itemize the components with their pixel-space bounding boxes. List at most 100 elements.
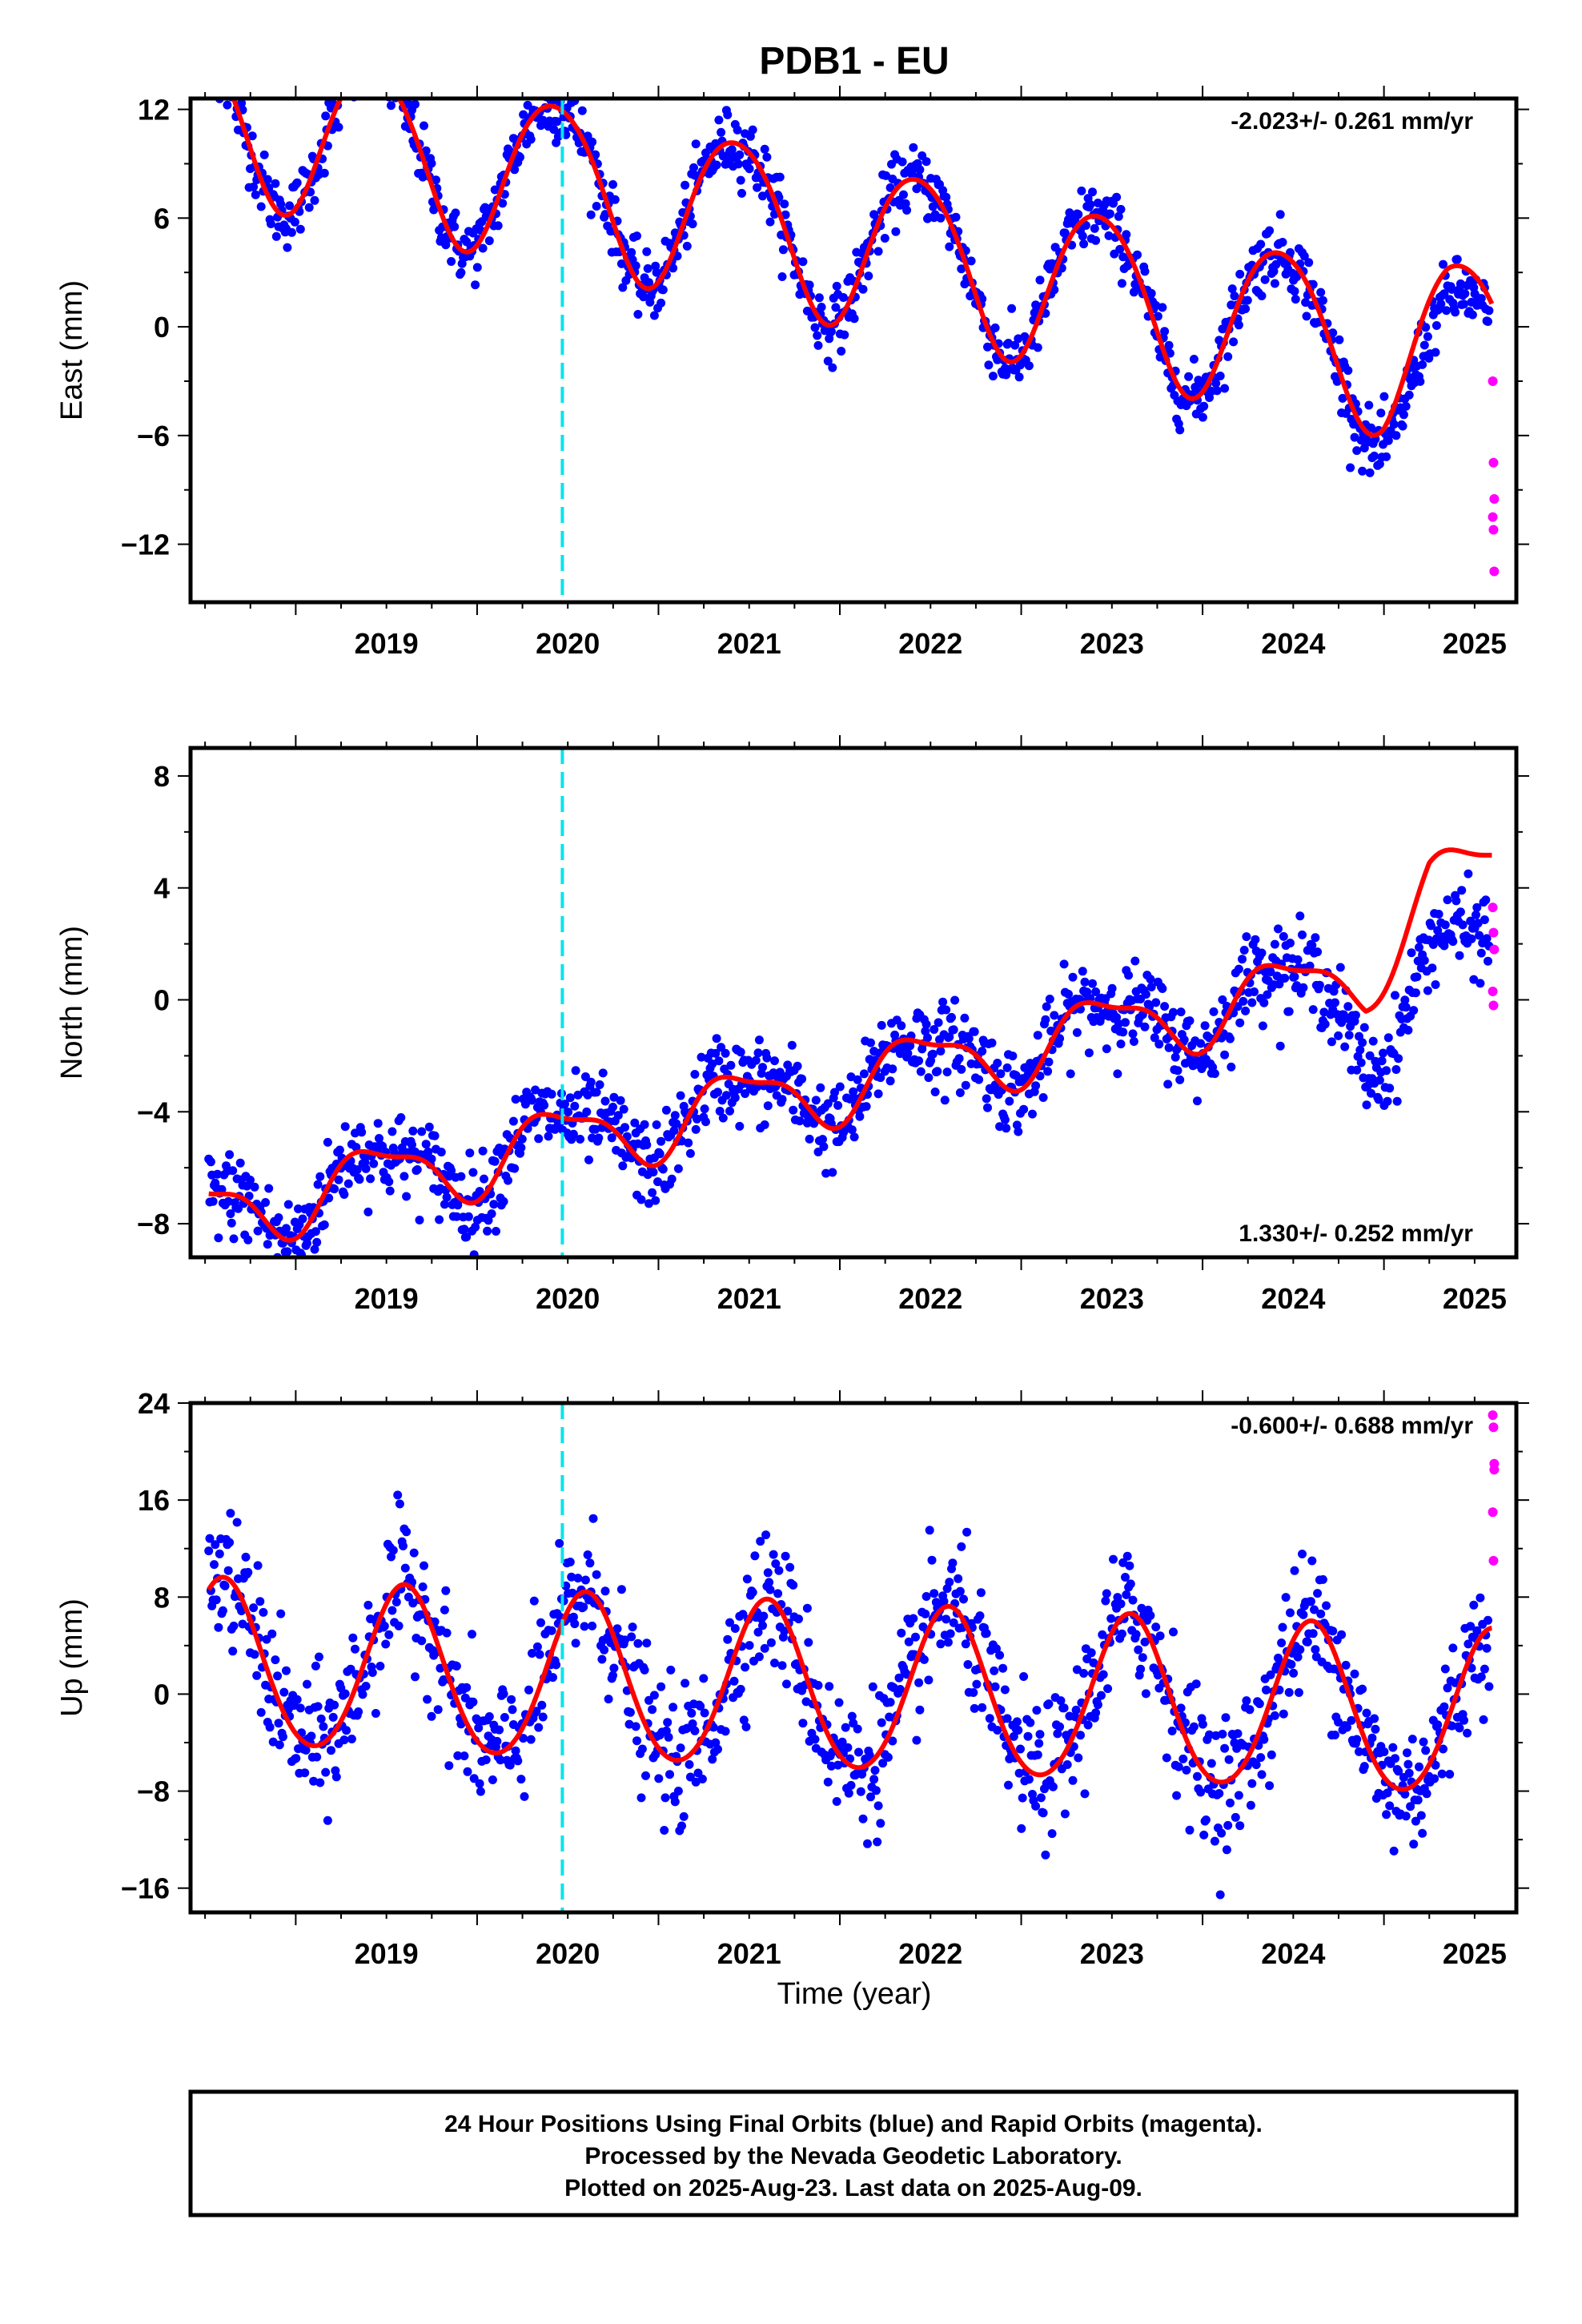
y-axis-label: East (mm)	[55, 280, 89, 420]
up-panel: 2019 2020 2021 2022 2023 2024 2025 24 16 8 0 −8 −16 U…	[55, 1387, 1529, 1970]
data-point	[391, 1598, 401, 1606]
data-point	[939, 1597, 949, 1606]
data-point	[1128, 1029, 1138, 1039]
data-point	[544, 1132, 553, 1141]
data-point	[814, 293, 824, 303]
data-point	[770, 1659, 779, 1668]
data-point	[1379, 392, 1389, 401]
data-point	[960, 1013, 970, 1023]
data-point	[1265, 226, 1275, 235]
data-point	[396, 83, 404, 92]
data-point	[1151, 1622, 1161, 1632]
data-point	[1350, 1669, 1359, 1679]
data-point	[1169, 1627, 1178, 1637]
data-point	[356, 54, 365, 63]
data-point	[334, 123, 343, 132]
data-point	[580, 1622, 589, 1631]
data-point	[936, 213, 946, 223]
data-point	[737, 188, 746, 198]
data-point	[811, 1096, 821, 1105]
data-point	[1164, 1043, 1174, 1052]
data-point	[1484, 317, 1492, 326]
rapid-point	[1488, 1410, 1498, 1421]
data-point	[1256, 1753, 1266, 1763]
data-point	[1088, 187, 1097, 197]
data-point	[1215, 372, 1225, 380]
data-point	[1066, 1069, 1075, 1079]
data-point	[232, 1518, 242, 1527]
data-point	[1262, 1685, 1271, 1695]
data-point	[688, 1719, 697, 1728]
data-point	[1322, 1601, 1331, 1610]
data-point	[681, 180, 690, 190]
data-point	[210, 1560, 219, 1570]
data-point	[1316, 1609, 1326, 1618]
data-point	[468, 1630, 476, 1639]
data-point	[1239, 946, 1249, 955]
data-point	[1199, 401, 1209, 411]
data-point	[1442, 306, 1452, 316]
data-point	[914, 1056, 924, 1066]
data-point	[540, 86, 548, 95]
data-point	[909, 143, 918, 152]
data-point	[1328, 328, 1338, 338]
data-point	[591, 150, 600, 159]
rate-label: -0.600+/- 0.688 mm/yr	[1231, 1413, 1473, 1439]
data-point	[312, 1237, 322, 1247]
data-point	[789, 1105, 798, 1115]
data-point	[760, 1643, 769, 1653]
data-point	[252, 1671, 262, 1680]
data-point	[255, 1597, 265, 1606]
data-point	[500, 1713, 509, 1722]
data-point	[651, 1196, 661, 1205]
data-point	[588, 137, 597, 147]
data-point	[859, 1069, 869, 1079]
rapid-orbit-points	[1488, 1410, 1500, 1566]
data-point	[676, 1743, 685, 1753]
data-point	[384, 1177, 394, 1187]
data-point	[753, 1048, 763, 1058]
data-point	[265, 1723, 275, 1732]
data-point	[1308, 1629, 1318, 1638]
data-point	[640, 1665, 649, 1675]
data-point	[1125, 1561, 1134, 1570]
data-point	[903, 1048, 913, 1058]
data-point	[1050, 1011, 1059, 1020]
data-point	[765, 1585, 775, 1594]
data-point	[253, 1561, 263, 1570]
data-point	[577, 106, 587, 115]
x-tick-label: 2024	[1261, 1282, 1325, 1315]
data-point	[1307, 1556, 1317, 1566]
data-point	[1328, 1626, 1338, 1636]
data-point	[526, 135, 536, 144]
data-point	[639, 292, 648, 302]
data-point	[1035, 275, 1045, 285]
data-point	[832, 281, 841, 291]
data-point	[1409, 1839, 1419, 1849]
data-point	[600, 1586, 610, 1596]
data-point	[1072, 1027, 1082, 1037]
data-point	[1295, 1645, 1305, 1655]
data-point	[1359, 1762, 1369, 1771]
data-point	[212, 53, 221, 62]
data-point	[592, 202, 601, 211]
data-point	[1460, 1715, 1468, 1725]
data-point	[1220, 384, 1230, 393]
data-point	[1298, 1550, 1307, 1558]
data-point	[266, 219, 275, 228]
data-point	[1421, 323, 1431, 332]
data-point	[1231, 1812, 1240, 1822]
data-point	[1344, 1031, 1354, 1040]
data-point	[592, 1570, 601, 1579]
data-point	[1084, 1048, 1094, 1058]
data-point	[753, 183, 762, 192]
data-point	[319, 1722, 328, 1731]
data-point	[905, 1041, 915, 1051]
data-point	[854, 1747, 863, 1757]
data-point	[1279, 1709, 1288, 1719]
data-point	[1299, 251, 1309, 261]
data-point	[1401, 1811, 1411, 1821]
data-point	[1220, 1743, 1230, 1753]
data-point	[283, 243, 292, 252]
data-point	[954, 1054, 964, 1063]
